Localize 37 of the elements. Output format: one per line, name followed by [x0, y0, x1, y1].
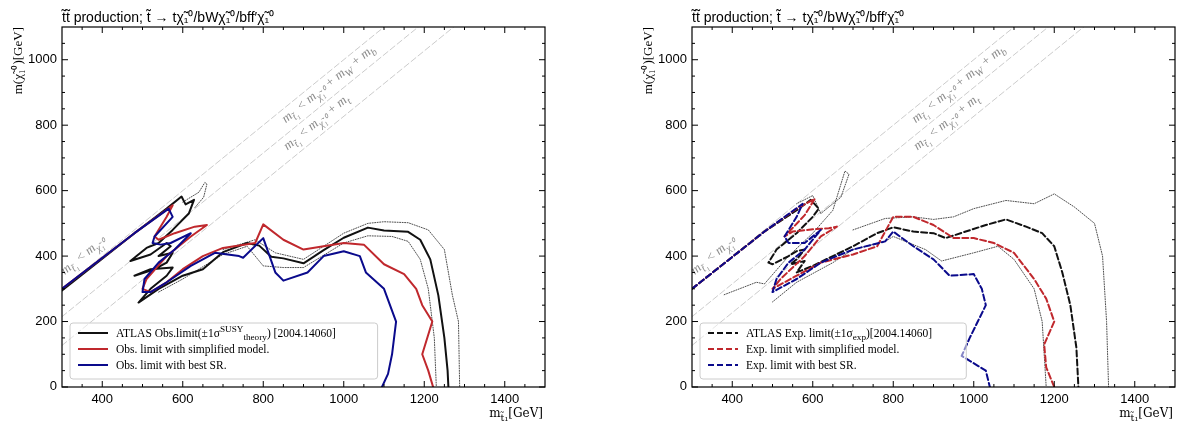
legend-label: Obs. limit with simplified model.	[116, 343, 270, 356]
x-tick-label: 800	[882, 391, 905, 406]
y-tick-label: 0	[679, 378, 687, 394]
chart-title: t̃t̃ production; t̃ → tχ̃₁⁰/bWχ̃₁⁰/bff′χ̃₁⁰	[690, 9, 905, 25]
y-tick-label: 200	[35, 312, 57, 328]
legend-label: Exp. limit with best SR.	[746, 359, 857, 372]
y-tick-label: 800	[35, 116, 57, 132]
y-tick-label: 400	[665, 247, 687, 263]
y-tick-label: 400	[35, 247, 57, 263]
chart-title: t̃t̃ production; t̃ → tχ̃₁⁰/bWχ̃₁⁰/bff′χ̃₁⁰	[60, 9, 275, 25]
x-tick-label: 1000	[959, 391, 989, 406]
x-tick-label: 600	[801, 391, 824, 406]
legend-label: Obs. limit with best SR.	[116, 359, 227, 371]
y-tick-label: 600	[35, 182, 57, 198]
y-tick-label: 1000	[28, 51, 57, 67]
y-tick-label: 200	[665, 312, 687, 328]
x-tick-label: 1400	[490, 391, 520, 406]
legend-label: ATLAS Obs.limit(±1σ$^{SUSY}$$_{theory}$) [2004.14060]	[116, 324, 336, 343]
x-tick-label: 1200	[409, 391, 439, 406]
legend-label: Exp. limit with simplified model.	[746, 343, 900, 356]
legend-label: ATLAS Exp. limit(±1σ$_{exp}$)[2004.14060]	[746, 327, 933, 343]
x-axis-title: m$_{t̃₁}$[GeV]	[489, 406, 543, 423]
line-series	[692, 202, 991, 387]
y-axis-title: m(χ̃₁⁰)[GeV]	[10, 27, 25, 95]
y-tick-label: 800	[665, 116, 687, 132]
x-tick-label: 400	[91, 391, 114, 406]
x-tick-label: 600	[171, 391, 194, 406]
y-tick-label: 0	[49, 378, 57, 394]
x-tick-label: 1000	[329, 391, 359, 406]
y-tick-label: 1000	[658, 51, 687, 67]
x-tick-label: 1400	[1120, 391, 1150, 406]
y-tick-label: 600	[665, 182, 687, 198]
x-tick-label: 800	[252, 391, 275, 406]
y-axis-title: m(χ̃₁⁰)[GeV]	[640, 27, 655, 95]
x-tick-label: 400	[721, 391, 744, 406]
x-axis-title: m$_{t̃₁}$[GeV]	[1119, 406, 1173, 423]
x-tick-label: 1200	[1039, 391, 1069, 406]
